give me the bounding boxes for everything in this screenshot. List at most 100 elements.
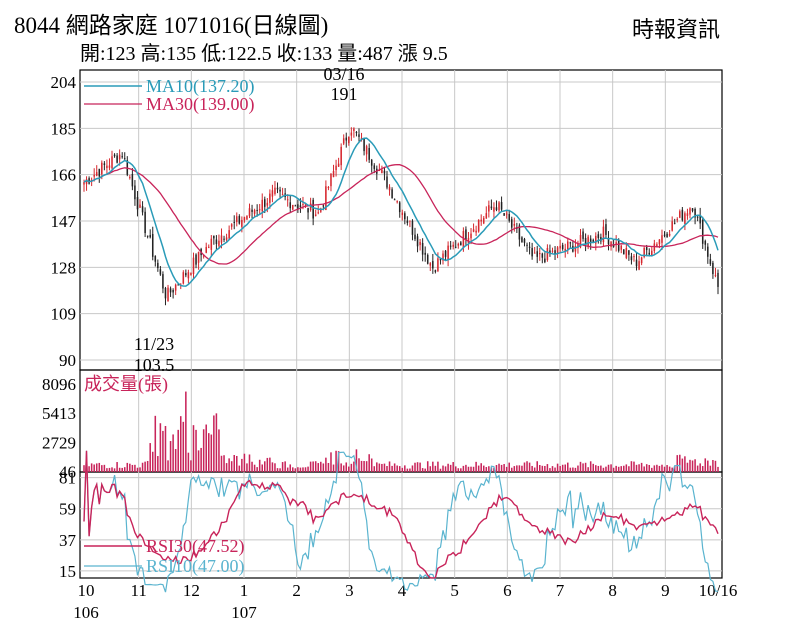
candle-body [207,246,210,248]
volume-bar [421,468,424,472]
volume-bar [88,466,90,472]
volume-bar [564,464,566,472]
volume-bar [215,413,218,472]
candle-body [638,261,640,270]
candle-body [225,237,228,240]
volume-bar [162,430,164,472]
candle-body [365,146,368,155]
candle-body [559,245,561,249]
candle-body [549,250,551,254]
volume-bar [121,467,123,472]
candle-body [426,254,429,264]
candle-body [686,213,689,216]
candle-body [314,214,317,216]
price-tick-label: 109 [51,305,77,324]
candle-body [610,241,612,247]
volume-bar [444,466,447,472]
volume-bar [335,450,337,472]
candle-body [717,272,719,287]
x-tick-label: 1 [240,581,249,600]
candle-body [714,275,717,277]
volume-bar [381,463,383,472]
candle-body [342,138,345,144]
candle-body [307,208,309,213]
volume-bar [307,466,309,472]
candle-body [213,235,215,239]
volume-bar [98,462,101,472]
volume-bar [592,463,595,472]
candle-body [111,156,113,169]
candle-body [337,163,340,167]
candle-body [190,273,192,275]
candle-body [605,224,607,235]
candle-body [355,131,358,133]
candle-body [292,204,294,210]
volume-bar [340,463,342,472]
volume-bar [467,466,470,472]
candle-body [673,222,676,224]
candle-body [266,202,269,206]
volume-bar [246,463,248,472]
candle-body [131,174,134,187]
volume-bar [169,441,172,472]
volume-bar [495,465,498,472]
candle-body [595,235,597,244]
rsi-tick-label: 59 [59,500,76,519]
volume-bar [482,465,485,472]
candle-body [258,209,261,211]
candle-body [432,261,434,269]
volume-bar [541,465,544,472]
legend-rsi10-label: RSI10(47.00) [146,556,245,577]
volume-bar [628,466,630,472]
candle-body [264,199,266,207]
volume-bar [258,459,261,472]
volume-bar [213,415,215,472]
volume-bar [123,467,126,472]
candle-body [694,208,696,218]
volume-bar [202,429,205,472]
candle-body [480,219,482,222]
x-tick-label: 11 [130,581,146,600]
candle-body [460,242,462,246]
x-tick-label: 6 [503,581,512,600]
candle-body [167,287,169,302]
volume-bar [536,461,538,472]
volume-bar [269,457,271,472]
volume-bar [595,465,597,472]
candle-body [294,205,297,207]
candle-body [269,193,271,203]
candle-body [299,205,302,208]
candle-body [373,165,376,169]
volume-bar [179,416,182,472]
volume-bar [111,467,113,472]
candle-body [518,225,521,240]
volume-bar [322,463,325,472]
candle-body [437,258,439,272]
candle-body [709,259,712,265]
volume-bar [116,462,118,472]
volume-bar [569,467,572,472]
volume-bar [577,465,579,472]
volume-bar [126,462,129,472]
volume-bar [286,467,289,472]
rsi-tick-label: 81 [59,469,76,488]
candle-body [118,154,121,160]
volume-tick-label: 8096 [42,375,76,394]
volume-bar [233,455,235,472]
volume-bar [396,465,398,472]
volume-bar [370,458,373,472]
candle-body [123,158,126,160]
volume-bar [475,461,477,472]
volume-tick-label: 2729 [42,433,76,452]
candle-body [615,242,617,245]
candle-body [393,199,396,201]
candle-body [625,247,628,258]
volume-bar [663,466,666,472]
candle-body [85,179,88,185]
volume-bar [332,464,335,472]
candle-body [579,235,582,248]
candle-body [251,209,253,212]
candle-body [495,207,498,211]
candle-body [500,202,503,210]
volume-bar [376,462,378,472]
